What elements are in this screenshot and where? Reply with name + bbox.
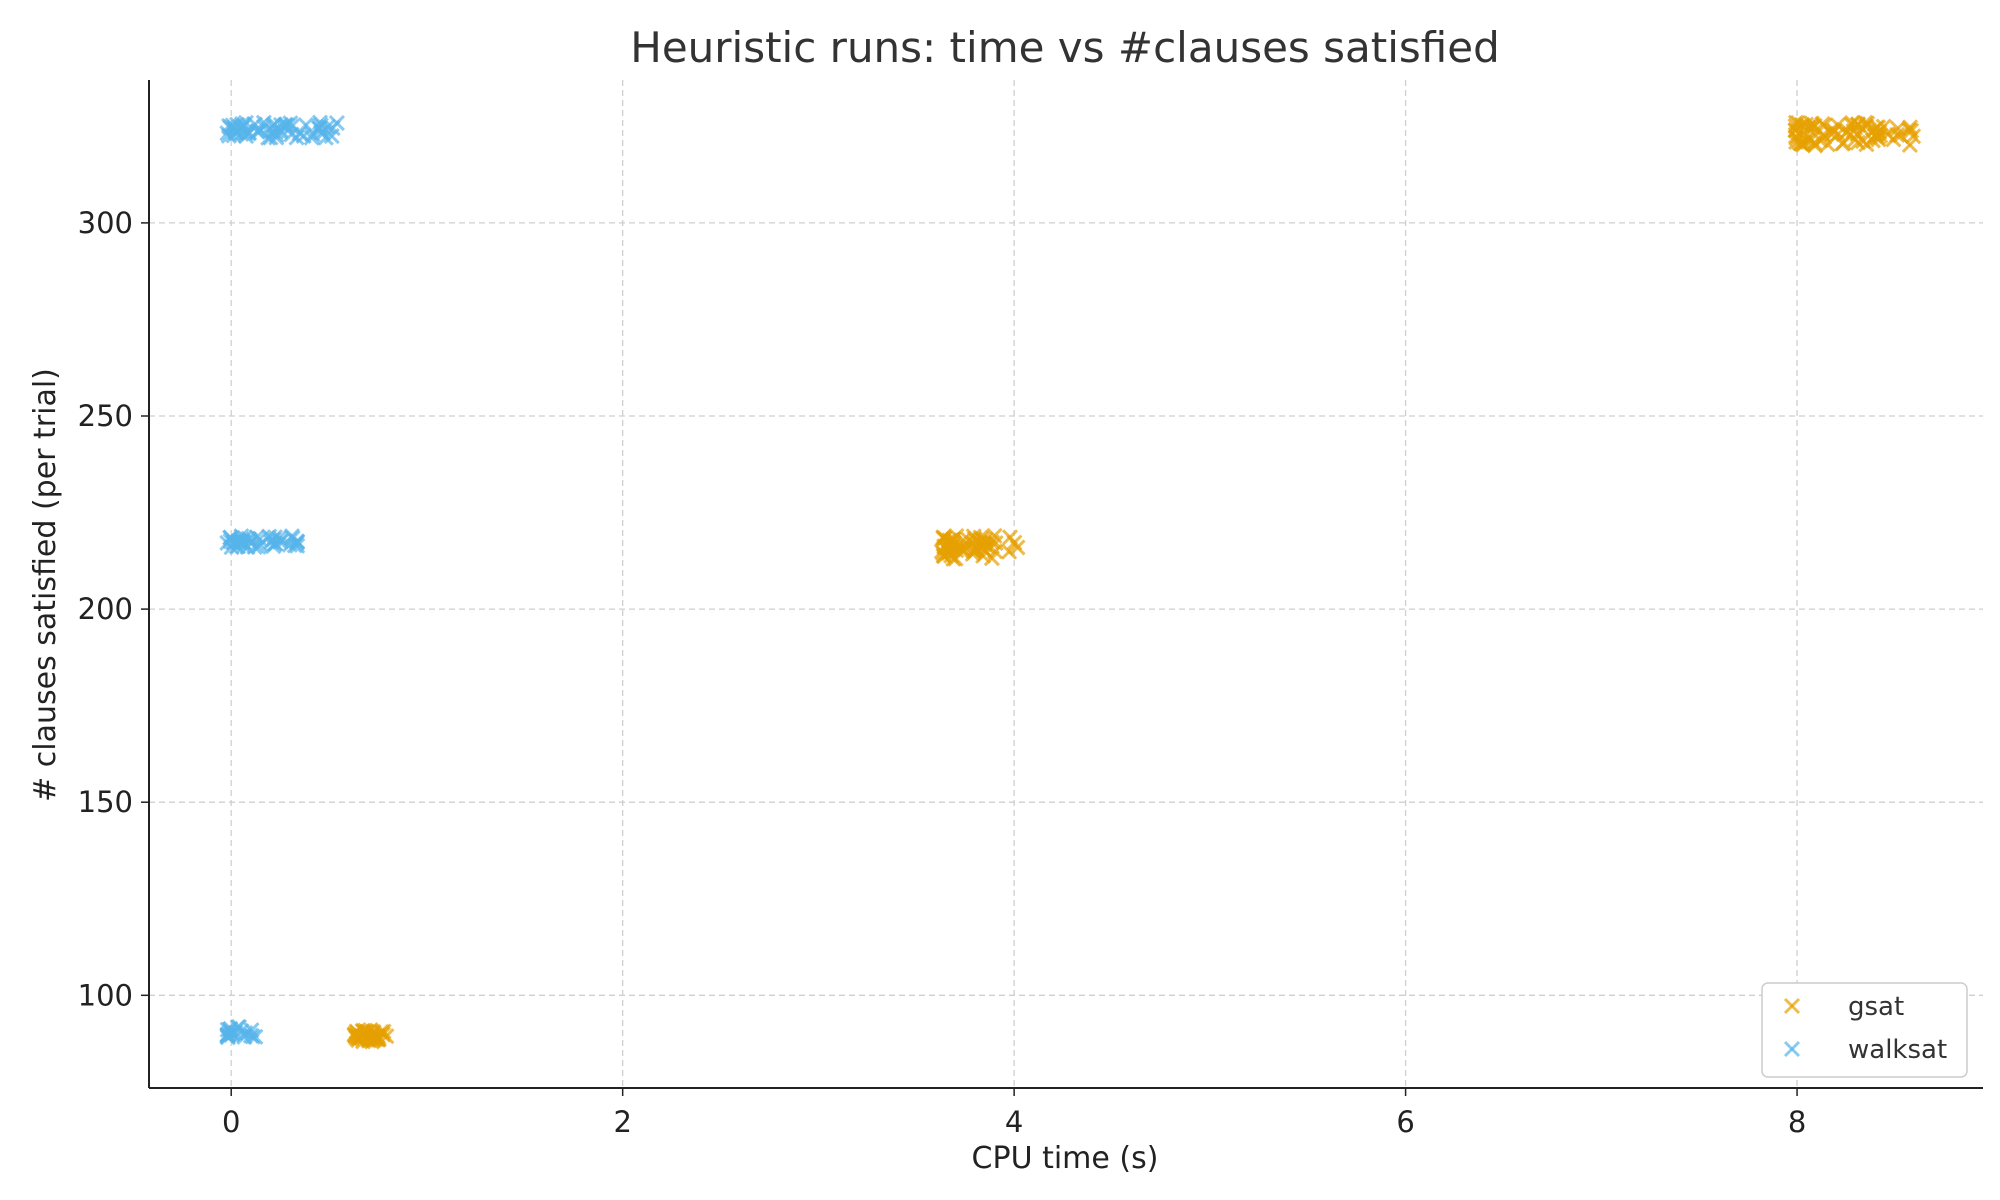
data-point-gsat	[363, 1028, 380, 1046]
grid	[149, 80, 1983, 1088]
y-tick-label: 150	[78, 785, 133, 819]
data-point-walksat	[267, 123, 285, 140]
data-point-gsat	[1001, 543, 1018, 560]
data-point-walksat	[247, 1028, 264, 1045]
x-axis-label: CPU time (s)	[972, 1141, 1159, 1176]
data-point-gsat	[1889, 126, 1906, 143]
data-point-walksat	[225, 119, 243, 136]
data-point-walksat	[240, 125, 257, 142]
data-point-gsat	[1800, 119, 1817, 136]
data-point-walksat	[252, 122, 269, 139]
data-point-gsat	[1858, 136, 1875, 153]
data-point-walksat	[230, 1018, 248, 1035]
x-tick-label: 8	[1788, 1105, 1806, 1139]
data-point-gsat	[1001, 529, 1019, 546]
data-point-walksat	[310, 119, 327, 136]
data-point-gsat	[1787, 122, 1804, 139]
data-point-gsat	[374, 1026, 392, 1043]
data-point-gsat	[1868, 119, 1885, 136]
y-tick-label: 200	[78, 592, 133, 626]
legend: gsat walksat	[1761, 982, 1968, 1078]
y-tick-label: 100	[78, 978, 133, 1012]
data-point-gsat	[346, 1026, 363, 1043]
legend-x-gsat	[1783, 997, 1801, 1015]
data-point-walksat	[286, 537, 303, 554]
data-point-gsat	[983, 550, 1000, 567]
data-point-walksat	[235, 537, 252, 555]
data-point-walksat	[324, 120, 341, 137]
data-point-gsat	[1812, 132, 1829, 149]
chart-title: Heuristic runs: time vs #clauses satisfi…	[630, 23, 1500, 72]
x-tick-label: 2	[613, 1105, 631, 1139]
data-point-gsat	[1816, 117, 1833, 134]
data-point-walksat	[265, 538, 282, 555]
legend-label-gsat: gsat	[1848, 992, 1904, 1022]
legend-x-walksat	[1783, 1040, 1801, 1058]
data-point-gsat	[968, 541, 985, 558]
data-point-gsat	[1892, 127, 1909, 144]
ticks: 0 2 4 6 8 100 150 200 250 300	[78, 206, 1807, 1139]
data-point-walksat	[242, 1027, 259, 1044]
x-tick-label: 4	[1005, 1105, 1023, 1139]
y-tick-label: 250	[78, 399, 133, 433]
legend-box	[1761, 982, 1968, 1078]
legend-label-walksat: walksat	[1848, 1035, 1947, 1065]
data-point-walksat	[219, 534, 236, 552]
data-point-gsat	[976, 536, 993, 553]
legend-marker-gsat	[1783, 997, 1801, 1015]
data-point-gsat	[936, 539, 953, 556]
x-tick-label: 0	[222, 1105, 240, 1139]
data-point-gsat	[953, 540, 970, 557]
axes	[148, 80, 1983, 1089]
data-point-walksat	[228, 124, 245, 141]
data-point-walksat	[234, 533, 251, 550]
data-point-gsat	[1905, 128, 1922, 145]
data-point-gsat	[1847, 131, 1864, 148]
legend-marker-walksat	[1783, 1040, 1801, 1058]
plot-points	[219, 114, 1922, 1050]
data-point-walksat	[250, 538, 267, 555]
data-point-walksat	[283, 118, 300, 135]
y-axis-label: # clauses satisfied (per trial)	[28, 368, 63, 802]
data-point-gsat	[1844, 114, 1861, 131]
data-point-walksat	[219, 1027, 236, 1044]
data-point-gsat	[1787, 118, 1804, 135]
y-tick-label: 300	[78, 206, 133, 240]
data-point-walksat	[272, 123, 289, 140]
x-tick-label: 6	[1396, 1105, 1414, 1139]
data-point-gsat	[1792, 135, 1809, 152]
data-point-walksat	[271, 529, 288, 546]
data-point-gsat	[965, 528, 982, 545]
